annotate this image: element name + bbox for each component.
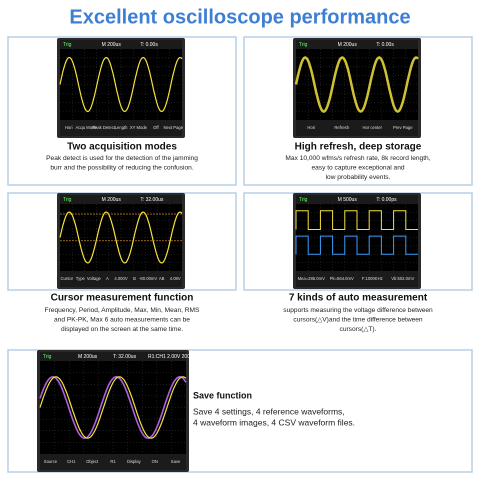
screen-top-label: Trig [43,354,52,360]
screen-softkey-label: Source [44,459,58,464]
screen-softkey-label: A [106,276,109,281]
panel-description: Max 10,000 wfms/s refresh rate, 8k recor… [285,155,430,162]
top-bar [40,352,186,361]
screen-top-label: Trig [299,197,308,203]
screen-top-label: T: 0.00ps [376,197,397,203]
screen-top-label: Trig [299,42,308,48]
panel-description: cursors(△T). [340,326,377,333]
screen-softkey-label: 4.08V [170,276,181,281]
top-bar [60,195,182,204]
screen-softkey-label: Hori [307,125,315,130]
top-bar [296,40,418,49]
screen-top-label: Trig [63,42,72,48]
screen-top-label: Trig [63,197,72,203]
screen-softkey-label: Hor center [362,125,382,130]
screen-top-label: T: 0.00s [376,42,394,48]
panel-description: supports measuring the voltage differenc… [283,307,433,314]
panel-description: cursors(△V)and the time difference betwe… [293,316,423,323]
panel-description: 4 waveform images, 4 CSV waveform files. [193,417,355,427]
screen-softkey-label: Hori [65,125,73,130]
panel-description: low probability events. [326,174,391,181]
waveform [59,56,183,113]
bottom-bar [60,120,182,136]
screen-softkey-label: CH1 [67,459,76,464]
panel-description: Save 4 settings, 4 reference waveforms, [193,406,345,416]
screen-top-label: R1:CH1 2.00V 200us [148,354,196,360]
screen-softkey-label: Refresh [334,125,349,130]
panel-heading: Cursor measurement function [51,293,194,304]
screen-top-label: M 500us [338,197,358,203]
screen-top-label: M 200us [338,42,358,48]
bottom-bar [40,454,186,470]
screen-top-label: M 200us [78,354,98,360]
screen-softkey-label: F:1000KHz [362,276,383,281]
screen-softkey-label: Acqu Mode [76,125,98,130]
scope-screen [40,352,186,470]
panel-heading: Save function [193,390,252,400]
screen-softkey-label: Type [76,276,86,281]
screen-softkey-label: Save [171,459,181,464]
waveform [294,56,419,113]
screen-top-label: M 200us [102,42,122,48]
waveform [39,376,187,439]
screen-top-label: T: 32.00us [140,197,164,203]
screen-softkey-label: R1 [110,459,116,464]
bottom-bar [296,271,418,287]
screen-softkey-label: Voltage [87,276,102,281]
screen-softkey-label: -80.00mV [139,276,157,281]
screen-softkey-label: B [133,276,136,281]
screen-softkey-label: XY Mode [130,125,148,130]
waveform [59,211,183,264]
screen-top-label: T: 0.00s [140,42,158,48]
waveform [39,375,187,440]
screen-top-label: M 200us [102,197,122,203]
waveform [295,210,418,230]
screen-softkey-label: AB [159,276,165,281]
panel-description: easy to capture exceptional and [311,164,404,171]
screen-softkey-label: Next Page [164,125,184,130]
panel-heading: High refresh, deep storage [295,142,422,153]
screen-softkey-label: Cursor [60,276,73,281]
bottom-bar [60,271,182,287]
bottom-bar [296,120,418,136]
screen-softkey-label: Object [86,459,99,464]
panel-heading: Two acquisition modes [67,142,177,153]
screen-softkey-label: ON [152,459,158,464]
screen-softkey-label: Peak Detect [92,125,116,130]
panel-description: Frequency, Period, Amplitude, Max, Min, … [45,307,200,314]
screen-top-label: T: 32.00us [113,354,137,360]
top-bar [296,195,418,204]
panel-description: displayed on the screen at the same time… [61,326,183,333]
top-bar [60,40,182,49]
screen-softkey-label: Vb:502.0mV [391,276,414,281]
screen-softkey-label: Display [127,459,142,464]
screen-softkey-label: Length [115,125,128,130]
screen-softkey-label: Prev Page [393,125,413,130]
panel-heading: 7 kinds of auto measurement [289,293,428,304]
waveform [295,235,418,255]
panel-description: Peak detect is used for the detection of… [46,155,198,162]
panel-description: and PK-PK, Max 6 auto measurements can b… [54,316,190,323]
screen-softkey-label: Off [153,125,159,130]
panel-description: burr and the possibility of reducing the… [50,164,193,171]
screen-softkey-label: Mea=286.0mV [298,276,326,281]
screen-softkey-label: 4.000V [114,276,127,281]
page-title: Excellent oscilloscope performance [69,6,410,28]
screen-softkey-label: Pk=564.0mV [330,276,354,281]
